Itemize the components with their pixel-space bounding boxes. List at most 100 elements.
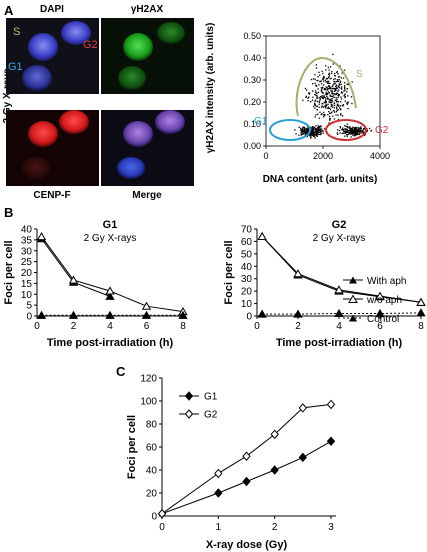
scatter-point xyxy=(321,105,323,107)
scatter-point xyxy=(311,134,313,136)
panel-b-letter: B xyxy=(4,205,13,220)
point-woaph xyxy=(68,275,79,284)
point-control xyxy=(293,309,303,318)
scatter-point xyxy=(302,99,304,101)
scatter-point xyxy=(342,132,344,134)
point-woaph xyxy=(257,231,267,240)
scatter-point xyxy=(343,95,345,97)
scatter-point xyxy=(323,101,325,104)
scatter-point xyxy=(313,126,316,129)
scatter-point xyxy=(332,53,334,56)
scatter-point xyxy=(336,87,338,89)
point-control xyxy=(257,309,267,318)
scatter-point xyxy=(336,100,338,103)
scatter-point xyxy=(328,76,330,79)
scatter-ytick-label: 0.20 xyxy=(243,97,261,107)
scatter-point xyxy=(346,135,348,137)
scatter-point xyxy=(329,66,332,68)
scatter-point xyxy=(335,84,338,86)
scatter-point xyxy=(317,79,319,82)
scatter-point xyxy=(326,82,329,84)
scatter-point xyxy=(307,131,309,133)
scatter-point xyxy=(325,65,327,67)
scatter-point xyxy=(334,83,336,85)
legend-marker xyxy=(184,391,194,401)
x-tick-label: 2 xyxy=(295,321,301,332)
scatter-point xyxy=(352,134,354,136)
scatter-point xyxy=(337,129,339,131)
legend-label: G1 xyxy=(204,392,218,403)
point-g1 xyxy=(270,465,279,475)
scatter-ytick-label: 0.40 xyxy=(243,53,261,63)
scatter-point xyxy=(314,103,316,105)
scatter-point xyxy=(334,90,336,92)
scatter-point xyxy=(350,131,352,133)
y-tick-label: 10 xyxy=(241,299,253,310)
scatter-point xyxy=(307,129,309,132)
scatter-point xyxy=(302,133,304,135)
scatter-point xyxy=(318,84,320,86)
x-tick-label: 0 xyxy=(34,321,40,332)
point-control xyxy=(375,308,385,318)
scatter-point xyxy=(349,126,351,128)
scatter-point xyxy=(362,131,364,133)
scatter-point xyxy=(320,133,322,135)
scatter-point xyxy=(337,92,339,95)
scatter-point xyxy=(337,133,339,135)
scatter-point xyxy=(327,114,329,116)
scatter-point xyxy=(314,107,316,109)
scatter-point xyxy=(320,132,322,134)
scatter-point xyxy=(294,129,296,131)
cell-label-g2: G2 xyxy=(83,39,98,51)
scatter-point xyxy=(306,128,309,130)
scatter-point xyxy=(322,96,324,98)
scatter-point xyxy=(346,88,349,90)
scatter-point xyxy=(320,80,323,82)
scatter-point xyxy=(349,128,351,130)
x-tick-label: 2 xyxy=(272,522,278,533)
legend-marker-wo-aph xyxy=(348,294,358,303)
scatter-point xyxy=(325,69,327,71)
scatter-point xyxy=(320,106,323,108)
scatter-point xyxy=(327,106,330,108)
scatter-point xyxy=(312,90,314,92)
scatter-point xyxy=(334,93,336,96)
scatter-point xyxy=(329,95,331,97)
scatter-point xyxy=(331,71,333,73)
scatter-point xyxy=(342,104,345,106)
scatter-point xyxy=(321,95,323,97)
scatter-point xyxy=(326,77,329,80)
point-control xyxy=(36,310,47,319)
scatter-point xyxy=(316,85,318,87)
micrograph-merge xyxy=(101,110,194,186)
label-merge: Merge xyxy=(132,190,162,201)
scatter-point xyxy=(355,128,357,130)
scatter-point xyxy=(332,95,334,98)
scatter-point xyxy=(348,127,350,129)
scatter-point xyxy=(329,94,331,96)
scatter-point xyxy=(327,88,330,90)
scatter-point xyxy=(315,99,317,101)
scatter-point xyxy=(304,127,306,129)
scatter-point xyxy=(319,128,321,130)
scatter-point xyxy=(302,126,304,129)
scatter-point xyxy=(313,102,316,104)
scatter-point xyxy=(311,132,314,135)
scatter-point xyxy=(331,97,333,100)
scatter-point xyxy=(325,102,327,104)
scatter-point xyxy=(317,76,319,78)
scatter-point xyxy=(308,92,310,94)
scatter-point xyxy=(322,77,324,79)
scatter-point xyxy=(358,133,360,136)
scatter-point xyxy=(312,83,314,85)
scatter-point xyxy=(328,72,330,74)
scatter-point xyxy=(340,92,343,94)
scatter-point xyxy=(317,125,319,127)
scatter-point xyxy=(315,125,317,127)
point-g2 xyxy=(326,399,336,410)
scatter-point xyxy=(330,105,332,108)
point-control xyxy=(416,308,426,317)
scatter-point xyxy=(314,82,316,84)
scatter-point xyxy=(332,84,334,86)
scatter-point xyxy=(348,83,350,85)
